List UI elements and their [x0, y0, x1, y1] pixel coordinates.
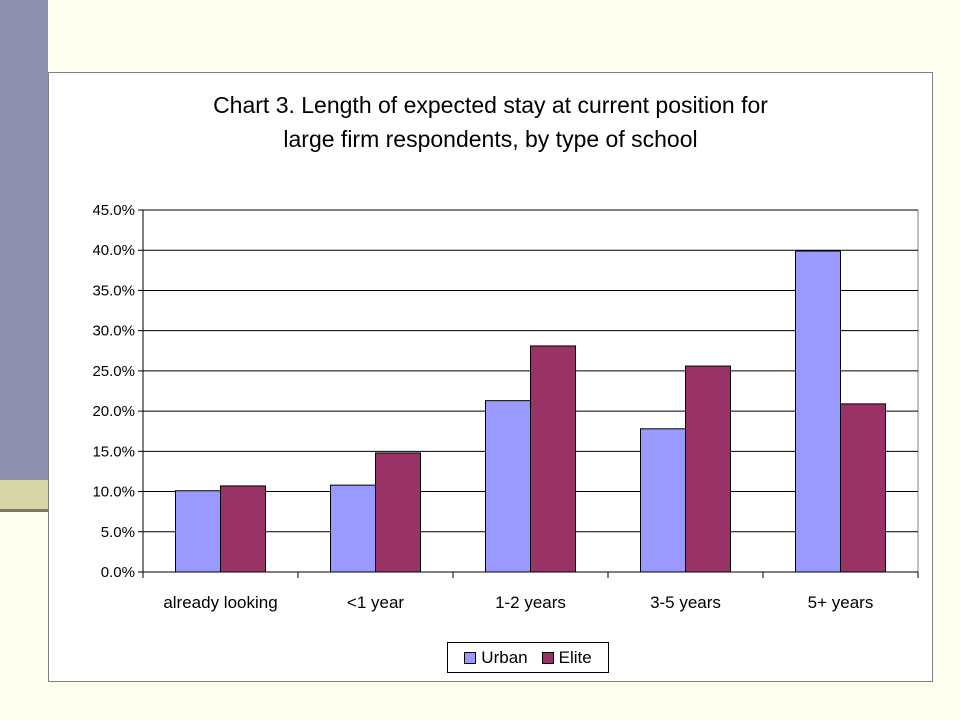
y-tick-label: 5.0% — [101, 524, 135, 541]
chart-title: Chart 3. Length of expected stay at curr… — [48, 88, 933, 156]
y-tick-label: 15.0% — [92, 443, 135, 460]
bar-urban — [330, 484, 376, 573]
x-category-label: 3-5 years — [650, 593, 721, 612]
y-tick-label: 10.0% — [92, 484, 135, 501]
legend-item-elite: Elite — [541, 647, 592, 668]
chart-title-line-1: Chart 3. Length of expected stay at curr… — [213, 92, 768, 118]
legend-label-urban: Urban — [481, 647, 528, 667]
x-category-label: <1 year — [347, 593, 405, 612]
x-category-label: already looking — [163, 593, 277, 612]
bar-urban — [795, 250, 841, 573]
x-category-label: 1-2 years — [495, 593, 566, 612]
y-tick-label: 0.0% — [101, 564, 135, 581]
legend-swatch-urban — [464, 651, 477, 664]
bar-elite — [685, 365, 731, 573]
bar-urban — [640, 428, 686, 573]
legend-item-urban: Urban — [464, 647, 528, 668]
bar-elite — [840, 403, 886, 573]
slide-accent-bar — [0, 480, 48, 512]
bar-elite — [220, 485, 266, 573]
slide-left-bar — [0, 0, 48, 480]
y-tick-label: 35.0% — [92, 282, 135, 299]
y-tick-label: 25.0% — [92, 363, 135, 380]
bar-elite — [530, 345, 576, 573]
y-tick-label: 40.0% — [92, 242, 135, 259]
bar-urban — [175, 490, 221, 573]
legend-swatch-elite — [541, 651, 554, 664]
chart-title-line-2: large firm respondents, by type of schoo… — [283, 126, 698, 152]
legend-label-elite: Elite — [558, 647, 592, 667]
x-category-label: 5+ years — [808, 593, 874, 612]
bar-elite — [375, 452, 421, 573]
y-tick-label: 30.0% — [92, 323, 135, 340]
chart-legend: Urban Elite — [447, 642, 609, 673]
y-tick-label: 45.0% — [92, 202, 135, 219]
bar-urban — [485, 400, 531, 573]
y-tick-label: 20.0% — [92, 403, 135, 420]
